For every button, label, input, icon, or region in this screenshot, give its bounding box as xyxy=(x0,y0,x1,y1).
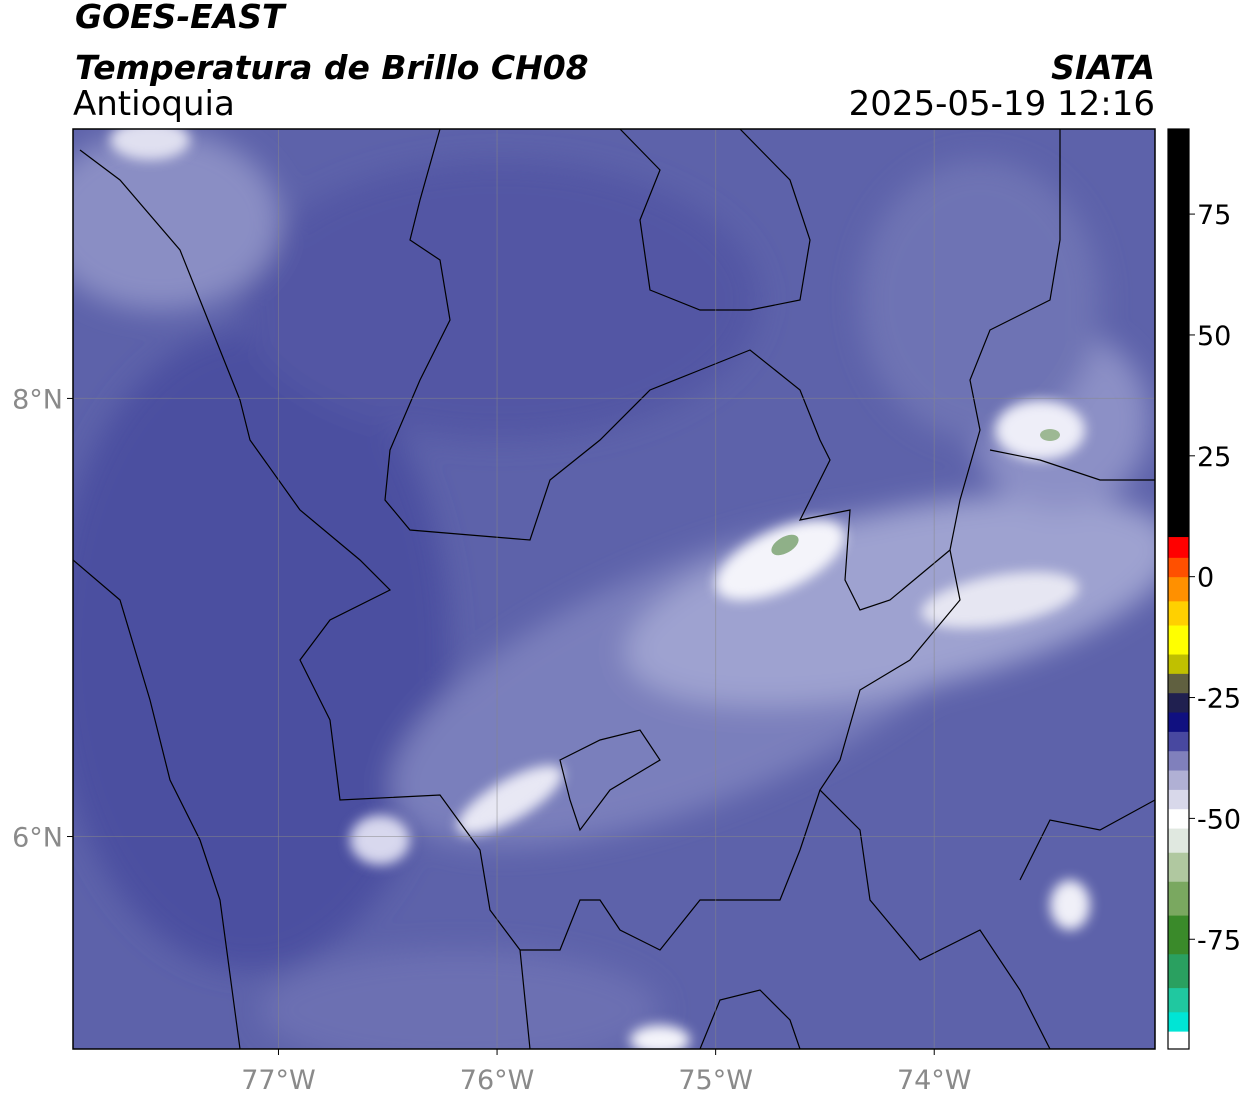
colorbar-segment xyxy=(1168,712,1189,732)
satellite-image xyxy=(73,129,1155,1049)
x-tick-label: 75°W xyxy=(678,1065,753,1096)
colorbar-segment xyxy=(1168,731,1189,752)
colorbar-tick-label: 75 xyxy=(1197,200,1231,231)
colorbar-segment xyxy=(1168,129,1189,538)
colorbar-segment xyxy=(1168,536,1189,558)
subtitle: Temperatura de Brillo CH08 xyxy=(75,48,589,87)
colorbar-segment xyxy=(1168,625,1189,655)
x-tick-label: 76°W xyxy=(460,1065,535,1096)
colorbar-segment xyxy=(1168,1031,1189,1050)
colorbar-segment xyxy=(1168,789,1189,810)
colorbar-segment xyxy=(1168,557,1189,578)
colorbar-segment xyxy=(1168,770,1189,790)
source: SIATA xyxy=(1051,48,1155,87)
colorbar-tick-label: 50 xyxy=(1197,321,1231,352)
colorbar-tick-label: 0 xyxy=(1197,563,1214,594)
datetime: 2025-05-19 12:16 xyxy=(849,84,1155,124)
colorbar xyxy=(1168,129,1189,1050)
colorbar-frame xyxy=(1167,128,1190,1050)
colorbar-tick-label: -75 xyxy=(1197,925,1241,956)
grid xyxy=(73,129,1155,1049)
colorbar-segment xyxy=(1168,673,1189,694)
x-tick-label: 74°W xyxy=(897,1065,972,1096)
colorbar-segment xyxy=(1168,1011,1189,1032)
colorbar-tick-label: -25 xyxy=(1197,684,1241,715)
colorbar-tick-label: 25 xyxy=(1197,442,1231,473)
colorbar-segment xyxy=(1168,852,1189,882)
y-tick-label: 6°N xyxy=(12,823,63,854)
colorbar-segment xyxy=(1168,808,1189,829)
y-tick-label: 8°N xyxy=(12,384,63,415)
title: GOES-EAST xyxy=(75,0,287,36)
colorbar-segment xyxy=(1168,881,1189,916)
colorbar-segment xyxy=(1168,750,1189,771)
colorbar-segment xyxy=(1168,828,1189,853)
colorbar-segment xyxy=(1168,692,1189,713)
colorbar-segment xyxy=(1168,654,1189,674)
colorbar-tick-label: -50 xyxy=(1197,804,1241,835)
colorbar-segment xyxy=(1168,953,1189,989)
map-frame xyxy=(72,128,1156,1050)
colorbar-segment xyxy=(1168,576,1189,602)
colorbar-segment xyxy=(1168,915,1189,955)
colorbar-segment xyxy=(1168,987,1189,1013)
colorbar-segment xyxy=(1168,600,1189,626)
x-tick-label: 77°W xyxy=(241,1065,316,1096)
region: Antioquia xyxy=(73,84,235,124)
